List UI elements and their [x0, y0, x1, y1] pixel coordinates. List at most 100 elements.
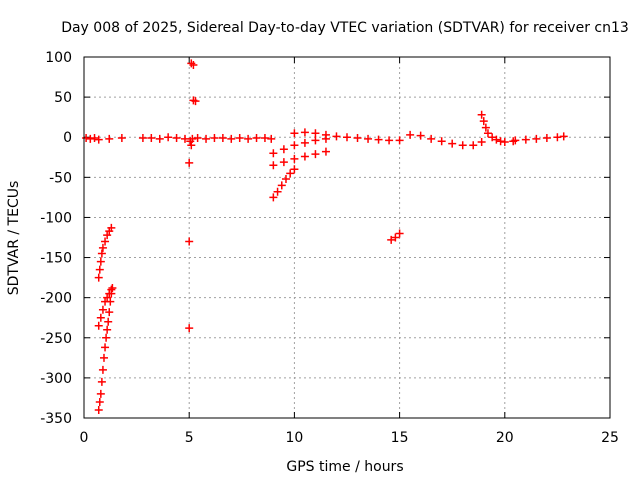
data-point — [95, 265, 104, 274]
plot-frame — [83, 56, 611, 419]
data-point — [427, 134, 436, 143]
data-point — [210, 134, 219, 143]
data-point — [300, 128, 309, 137]
data-point — [311, 129, 320, 138]
data-point — [105, 308, 114, 317]
data-point — [387, 235, 396, 244]
data-point — [103, 325, 112, 334]
data-point — [542, 134, 551, 143]
data-point — [374, 135, 383, 144]
data-point — [311, 150, 320, 159]
data-point — [107, 223, 116, 232]
data-point — [281, 174, 290, 183]
data-point — [96, 389, 105, 398]
series-segment-14.6-to-15 — [387, 229, 404, 244]
series-arc-9-to-11.5-b — [269, 147, 330, 170]
data-point — [202, 134, 211, 143]
data-point — [479, 117, 488, 126]
y-tick-label: -200 — [40, 291, 72, 307]
y-tick-label: 0 — [63, 130, 72, 146]
data-point — [96, 257, 105, 266]
data-point — [477, 138, 486, 147]
data-point — [252, 134, 261, 143]
data-point — [477, 110, 486, 119]
data-point — [235, 134, 244, 143]
series-band-zero-15.5-to-19 — [406, 130, 486, 150]
data-point — [117, 134, 126, 143]
data-point — [189, 61, 198, 70]
ticks: 0 5 10 15 20 25 100 50 0 -50 -100 -150 -200 -250 -300 -… — [40, 50, 619, 446]
data-points — [82, 59, 568, 414]
data-point — [269, 161, 278, 170]
data-point — [300, 152, 309, 161]
data-point — [193, 134, 202, 143]
data-point — [343, 133, 351, 142]
data-point — [102, 333, 111, 342]
data-point — [155, 134, 164, 143]
data-point — [101, 297, 110, 306]
data-point — [105, 289, 114, 298]
data-point — [532, 134, 541, 143]
x-tick-label: 15 — [391, 430, 409, 446]
data-point — [332, 132, 341, 141]
data-point — [279, 158, 288, 167]
data-point — [98, 365, 107, 374]
data-point — [191, 97, 200, 106]
x-tick-label: 20 — [496, 430, 514, 446]
x-tick-label: 10 — [285, 430, 303, 446]
data-point — [103, 293, 112, 302]
data-point — [469, 141, 478, 150]
series-spike-near-19 — [477, 110, 518, 147]
data-point — [185, 324, 194, 333]
data-point — [500, 138, 509, 147]
data-point — [94, 273, 103, 282]
data-point — [416, 131, 425, 140]
data-point — [95, 397, 104, 406]
data-point — [107, 285, 116, 294]
data-point — [97, 249, 106, 258]
data-point — [290, 154, 299, 163]
data-point — [395, 136, 404, 145]
data-point — [94, 321, 103, 330]
data-point — [483, 129, 492, 138]
series-band-zero-10-to-15 — [290, 128, 404, 145]
data-point — [188, 134, 197, 143]
data-point — [105, 134, 114, 143]
data-point — [311, 136, 320, 145]
y-tick-label: -300 — [40, 371, 72, 387]
data-point — [406, 130, 415, 139]
x-tick-label: 0 — [80, 430, 89, 446]
data-point — [269, 149, 278, 158]
data-point — [99, 353, 108, 362]
x-tick-label: 5 — [185, 430, 194, 446]
data-point — [286, 169, 295, 178]
data-point — [267, 134, 276, 143]
data-point — [104, 317, 113, 326]
y-tick-label: -150 — [40, 251, 72, 267]
data-point — [103, 231, 112, 240]
data-point — [553, 133, 562, 142]
data-point — [90, 134, 99, 143]
data-point — [218, 134, 227, 143]
y-tick-label: -100 — [40, 210, 72, 226]
data-point — [82, 134, 91, 143]
data-point — [164, 133, 173, 142]
data-point — [187, 141, 196, 150]
data-point — [97, 377, 106, 386]
y-tick-label: 100 — [45, 50, 72, 66]
x-axis-label: GPS time / hours — [286, 459, 403, 475]
series-arc-0.7-to-1.4-mid — [94, 285, 116, 330]
data-point — [364, 134, 373, 143]
data-point — [300, 138, 309, 147]
data-point — [353, 134, 362, 143]
series-arc-9-to-11.5-a — [269, 165, 299, 202]
data-point — [101, 237, 110, 246]
data-point — [172, 134, 181, 143]
data-point — [385, 136, 394, 145]
y-axis-label: SDTVAR / TECUs — [6, 181, 22, 296]
data-point — [244, 134, 253, 143]
data-point — [185, 158, 194, 167]
data-point — [559, 132, 568, 141]
data-point — [492, 135, 501, 144]
